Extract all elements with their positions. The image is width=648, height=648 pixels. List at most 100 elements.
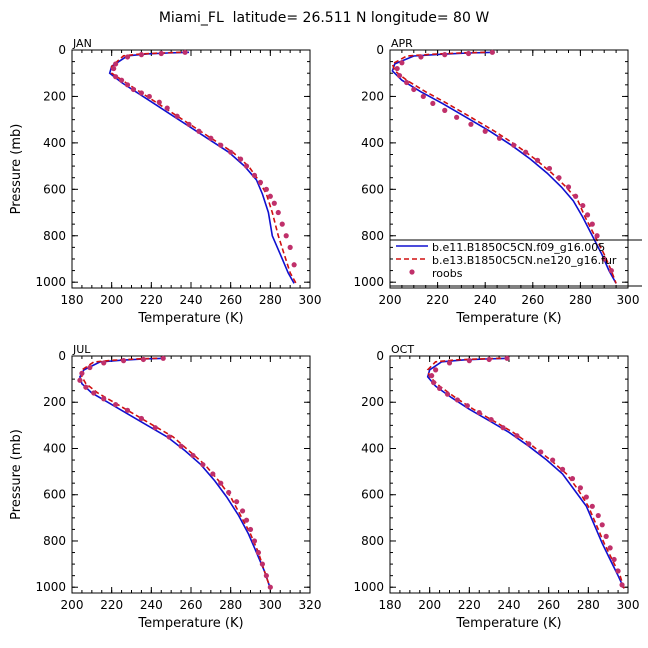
y-axis-label: Pressure (mb) xyxy=(9,124,24,215)
x-tick-label: 280 xyxy=(219,598,242,612)
obs-point xyxy=(595,512,601,519)
series-line-ne120 xyxy=(110,51,297,284)
obs-point xyxy=(394,65,400,72)
legend-label: roobs xyxy=(432,267,463,280)
y-tick-label: 400 xyxy=(43,136,66,150)
x-tick-label: 260 xyxy=(537,598,560,612)
obs-point xyxy=(594,233,600,239)
obs-point xyxy=(611,556,617,563)
x-tick-label: 320 xyxy=(299,598,322,612)
x-tick-label: 240 xyxy=(498,598,521,612)
obs-point xyxy=(615,568,621,574)
y-tick-label: 400 xyxy=(361,136,384,150)
obs-point xyxy=(504,355,510,361)
obs-point xyxy=(267,584,273,590)
obs-point xyxy=(243,517,250,523)
obs-point xyxy=(436,385,443,391)
obs-point xyxy=(113,74,119,80)
obs-point xyxy=(124,82,131,88)
x-tick-label: 280 xyxy=(259,293,282,307)
x-tick-label: 180 xyxy=(61,293,84,307)
obs-point xyxy=(124,407,131,413)
obs-point xyxy=(454,397,461,403)
obs-point xyxy=(476,410,482,416)
x-tick-label: 280 xyxy=(577,598,600,612)
x-axis-label: Temperature (K) xyxy=(455,311,561,326)
obs-point xyxy=(218,142,224,148)
obs-point xyxy=(120,358,127,364)
obs-point xyxy=(418,54,424,60)
obs-point xyxy=(607,545,613,551)
obs-point xyxy=(404,79,410,86)
obs-point xyxy=(239,508,246,514)
panel-label: JUL xyxy=(72,343,91,356)
obs-point xyxy=(140,356,146,363)
panels: JAN 180 200 220 240 260 280 300 0 200 400 600 800 100… xyxy=(9,37,642,631)
obs-point xyxy=(523,149,529,155)
obs-point xyxy=(77,377,83,383)
obs-point xyxy=(565,184,572,190)
x-tick-label: 240 xyxy=(140,598,163,612)
legend: b.e11.B1850C5CN.f09_g16.005b.e13.B1850C5… xyxy=(390,239,642,287)
obs-point xyxy=(500,425,506,431)
y-tick-label: 0 xyxy=(58,349,66,363)
obs-point xyxy=(444,391,451,397)
x-tick-label: 220 xyxy=(426,293,449,307)
obs-point xyxy=(442,52,448,58)
x-tick-label: 200 xyxy=(418,598,441,612)
x-axis-label: Temperature (K) xyxy=(137,616,243,631)
series-line-f09 xyxy=(108,51,295,284)
figure-title: Miami_FL latitude= 26.511 N longitude= 8… xyxy=(159,10,489,26)
obs-point xyxy=(488,416,494,423)
x-tick-label: 300 xyxy=(259,598,282,612)
y-tick-label: 400 xyxy=(361,441,384,455)
x-tick-label: 300 xyxy=(299,293,322,307)
x-tick-label: 180 xyxy=(379,598,402,612)
obs-point xyxy=(146,93,152,100)
x-tick-label: 200 xyxy=(100,293,123,307)
obs-point xyxy=(496,135,503,141)
panel-apr: APR 200 220 240 260 280 300 0 200 400 600 800 1000 Te… xyxy=(353,37,639,326)
y-tick-label: 800 xyxy=(43,534,66,548)
y-tick-label: 600 xyxy=(43,488,66,502)
obs-point xyxy=(178,443,184,449)
obs-point xyxy=(599,522,605,528)
obs-point xyxy=(446,360,453,366)
y-tick-label: 0 xyxy=(58,43,66,57)
series-line-ne120 xyxy=(391,51,617,284)
obs-point xyxy=(589,503,595,509)
obs-point xyxy=(218,480,224,486)
obs-point xyxy=(526,441,532,447)
obs-point xyxy=(514,433,520,439)
obs-point xyxy=(534,157,541,163)
obs-point xyxy=(442,107,448,113)
obs-point xyxy=(263,573,269,579)
obs-point xyxy=(464,403,470,409)
x-tick-label: 220 xyxy=(140,293,163,307)
y-tick-label: 200 xyxy=(43,395,66,409)
obs-point xyxy=(511,142,517,148)
obs-point xyxy=(429,373,435,379)
y-tick-label: 1000 xyxy=(35,275,66,289)
obs-point xyxy=(138,52,145,58)
obs-point xyxy=(279,221,285,227)
x-tick-label: 260 xyxy=(180,598,203,612)
obs-point xyxy=(468,121,474,127)
obs-point xyxy=(190,452,196,459)
panel-jul: JUL 200 220 240 260 280 300 320 0 200 400 600 800 100… xyxy=(9,343,321,631)
obs-point xyxy=(174,113,180,119)
obs-point xyxy=(573,193,579,199)
obs-point xyxy=(83,384,89,390)
obs-point xyxy=(101,396,107,402)
x-axis-label: Temperature (K) xyxy=(455,616,561,631)
obs-point xyxy=(283,233,289,239)
obs-point xyxy=(118,77,125,83)
obs-point xyxy=(251,172,258,178)
obs-point xyxy=(79,370,85,376)
obs-point xyxy=(160,355,166,361)
obs-point xyxy=(465,50,472,57)
y-axis-label: Pressure (mb) xyxy=(9,429,24,520)
obs-point xyxy=(399,60,405,66)
obs-point xyxy=(411,86,417,93)
